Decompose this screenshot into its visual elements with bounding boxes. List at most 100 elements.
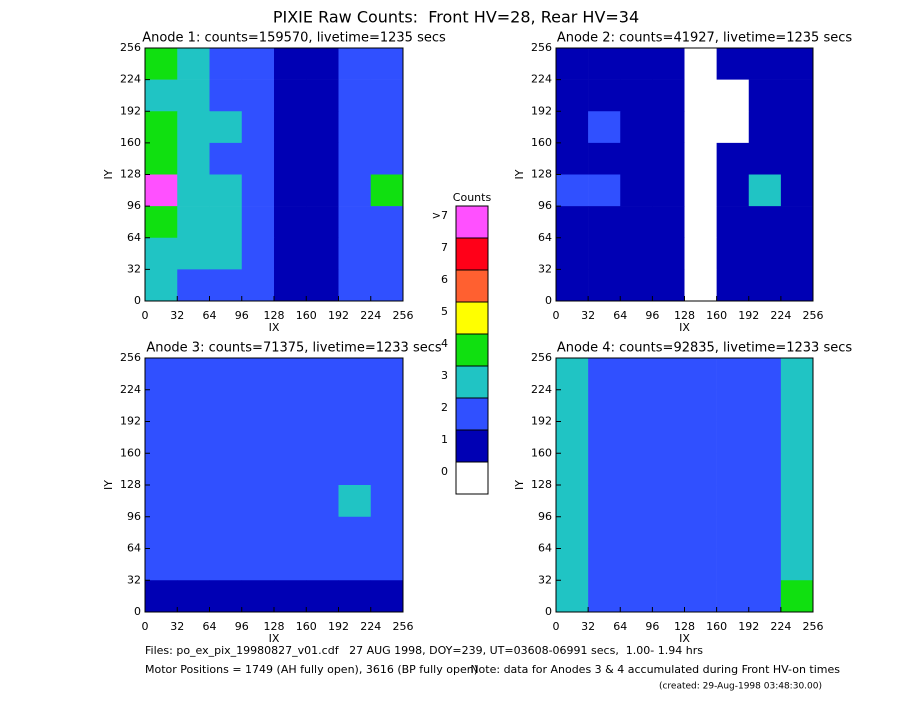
colorbar-swatch — [455, 397, 489, 431]
heat-cell — [620, 453, 653, 486]
x-tick-label: 224 — [360, 309, 381, 322]
heat-cell — [588, 79, 621, 112]
heat-cell — [209, 79, 243, 112]
heat-cell — [370, 421, 404, 454]
heat-cell — [588, 237, 621, 270]
heat-cell — [620, 389, 653, 422]
x-tick-label: 0 — [553, 620, 560, 633]
heat-cell — [556, 485, 589, 518]
y-tick-label: 224 — [120, 73, 141, 86]
heat-cell — [588, 485, 621, 518]
heat-cell — [652, 269, 685, 302]
heat-cell — [588, 580, 621, 613]
heat-cell — [588, 389, 621, 422]
heat-cell — [370, 485, 404, 518]
y-tick-label: 32 — [538, 573, 552, 586]
x-tick-label: 96 — [645, 309, 659, 322]
heat-cell — [620, 142, 653, 175]
panel-title: Anode 3: counts=71375, livetime=1233 sec… — [146, 341, 442, 356]
heat-cell — [338, 142, 372, 175]
heat-cell — [306, 358, 339, 391]
x-tick-label: 192 — [738, 309, 759, 322]
y-axis-label: IY — [102, 169, 115, 179]
x-tick-label: 224 — [770, 620, 791, 633]
heat-cell — [556, 79, 589, 112]
x-tick-label: 192 — [738, 620, 759, 633]
heat-cell — [306, 421, 339, 454]
heat-cell — [338, 206, 372, 239]
heat-cell — [748, 142, 782, 175]
heat-cell — [209, 453, 243, 486]
heat-cell — [145, 485, 178, 518]
x-axis-label: IX — [269, 321, 280, 334]
heat-cell — [209, 358, 243, 391]
heat-cell — [556, 174, 589, 207]
x-tick-label: 192 — [328, 620, 349, 633]
y-tick-label: 224 — [531, 383, 552, 396]
heat-cell — [338, 580, 372, 613]
x-tick-label: 128 — [264, 620, 285, 633]
heat-cell — [556, 548, 589, 581]
heat-cell — [716, 111, 750, 144]
heat-cell — [209, 389, 243, 422]
colorbar-swatch — [455, 429, 489, 463]
heat-cell — [145, 48, 178, 80]
heat-cell — [620, 237, 653, 270]
heat-cell — [716, 548, 750, 581]
y-tick-label: 128 — [531, 168, 552, 181]
heat-cell — [620, 580, 653, 613]
heat-cell — [209, 580, 243, 613]
heat-cell — [177, 206, 210, 239]
heat-cell — [145, 174, 178, 207]
heat-cell — [177, 580, 210, 613]
heat-cell — [306, 174, 339, 207]
heat-cell — [556, 421, 589, 454]
heat-cell — [620, 358, 653, 391]
colorbar-label: 5 — [441, 305, 448, 318]
heat-cell — [556, 516, 589, 549]
heat-cell — [338, 485, 372, 518]
x-tick-label: 64 — [613, 309, 627, 322]
heat-cell — [274, 580, 307, 613]
y-tick-label: 0 — [545, 605, 552, 618]
y-tick-label: 256 — [531, 41, 552, 54]
heat-cell — [145, 269, 178, 302]
heat-cell — [370, 453, 404, 486]
y-tick-label: 128 — [531, 478, 552, 491]
x-tick-label: 224 — [360, 620, 381, 633]
y-tick-label: 96 — [538, 510, 552, 523]
heat-cell — [716, 485, 750, 518]
y-tick-label: 64 — [127, 231, 141, 244]
heat-cell — [716, 237, 750, 270]
heat-cell — [588, 358, 621, 391]
heat-cell — [716, 516, 750, 549]
y-tick-label: 160 — [531, 446, 552, 459]
heat-cell — [338, 48, 372, 80]
heat-cell — [370, 548, 404, 581]
heat-cell — [620, 516, 653, 549]
heat-cell — [716, 206, 750, 239]
x-tick-label: 96 — [235, 309, 249, 322]
heat-cell — [177, 548, 210, 581]
heat-cell — [370, 580, 404, 613]
heat-cell — [274, 548, 307, 581]
heat-cell — [177, 516, 210, 549]
heat-cell — [556, 453, 589, 486]
heat-cell — [209, 48, 243, 80]
heat-cell — [780, 174, 814, 207]
heat-cell — [370, 269, 404, 302]
page-title: PIXIE Raw Counts: Front HV=28, Rear HV=3… — [273, 8, 639, 27]
y-tick-label: 0 — [134, 605, 141, 618]
heat-cell — [780, 580, 814, 613]
y-tick-label: 32 — [127, 262, 141, 275]
heat-cell — [588, 48, 621, 80]
colorbar-swatch — [455, 461, 489, 495]
heat-cell — [780, 516, 814, 549]
panel-title: Anode 2: counts=41927, livetime=1235 sec… — [557, 31, 853, 46]
x-tick-label: 32 — [581, 620, 595, 633]
heat-cell — [241, 142, 275, 175]
x-tick-label: 96 — [235, 620, 249, 633]
heat-cell — [684, 174, 717, 207]
heat-cell — [306, 548, 339, 581]
heat-cell — [748, 421, 782, 454]
